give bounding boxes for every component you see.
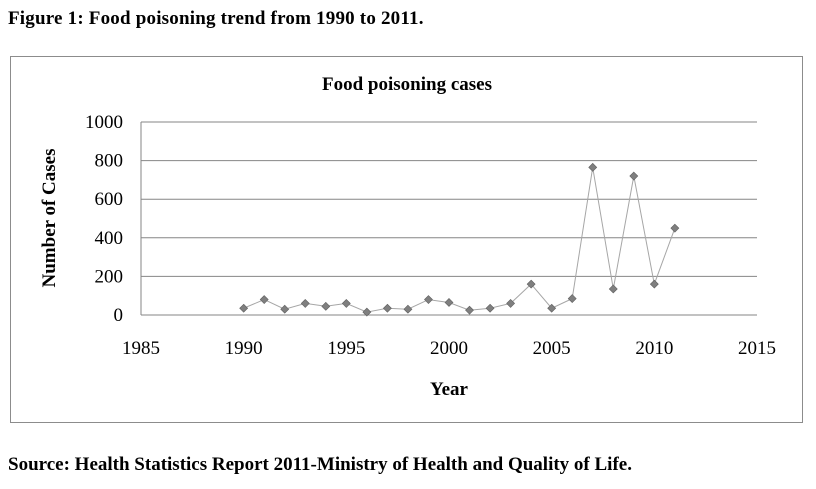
- source-note: Source: Health Statistics Report 2011-Mi…: [8, 454, 632, 475]
- data-point: [588, 162, 598, 172]
- data-point: [341, 298, 351, 308]
- data-point: [424, 295, 433, 304]
- data-point: [300, 298, 310, 308]
- data-point: [239, 303, 249, 313]
- y-tick-label: 600: [95, 189, 124, 210]
- data-point: [608, 284, 618, 294]
- data-point: [526, 279, 536, 289]
- series-line: [243, 167, 676, 313]
- data-point: [506, 298, 516, 308]
- chart-frame: Food poisoning cases 0 200 400 600 800 1000 19…: [10, 56, 803, 423]
- data-point: [670, 223, 680, 233]
- data-point: [321, 301, 331, 311]
- data-point: [444, 298, 454, 307]
- series-layer: [239, 162, 680, 317]
- x-tick-label: 1990: [225, 338, 263, 359]
- data-point: [465, 305, 474, 315]
- y-tick-label: 1000: [85, 112, 123, 133]
- data-point: [649, 279, 659, 289]
- x-tick-label: 2005: [533, 338, 571, 359]
- data-point: [382, 303, 392, 313]
- y-tick-label: 0: [114, 305, 124, 326]
- y-tick-label: 800: [95, 151, 124, 172]
- y-axis-label: Number of Cases: [39, 149, 60, 288]
- figure-caption: Figure 1: Food poisoning trend from 1990…: [8, 8, 424, 29]
- data-point: [362, 307, 372, 317]
- x-axis-label: Year: [430, 379, 469, 400]
- data-point: [547, 303, 557, 313]
- x-tick-label: 2000: [430, 338, 468, 359]
- data-point: [280, 304, 290, 314]
- data-point: [629, 171, 639, 181]
- data-point: [485, 303, 495, 313]
- axis-layer: 0 200 400 600 800 1000 1985 1990 1995 2000 2005 201…: [85, 112, 776, 359]
- data-point: [403, 304, 413, 314]
- chart-svg: Food poisoning cases 0 200 400 600 800 1000 19…: [39, 74, 776, 400]
- y-tick-label: 200: [95, 266, 124, 287]
- grid-layer: [141, 121, 757, 277]
- x-tick-label: 1995: [327, 338, 365, 359]
- x-tick-label: 2010: [635, 338, 673, 359]
- data-point: [259, 295, 269, 304]
- x-tick-label: 1985: [122, 338, 160, 359]
- x-tick-label: 2015: [738, 338, 776, 359]
- chart-title: Food poisoning cases: [322, 74, 492, 95]
- data-point: [567, 294, 577, 304]
- y-tick-label: 400: [95, 228, 124, 249]
